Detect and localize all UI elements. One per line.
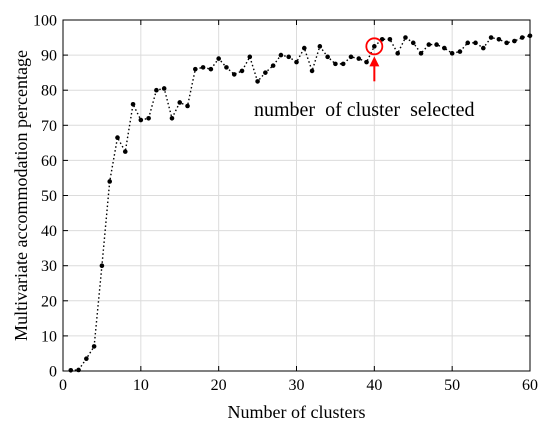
data-point <box>138 117 144 123</box>
data-point <box>247 54 253 60</box>
y-tick-label: 90 <box>41 48 57 65</box>
data-point <box>519 35 525 40</box>
data-point <box>115 135 120 140</box>
data-point <box>418 51 424 56</box>
data-point <box>457 49 463 54</box>
data-point <box>91 344 97 349</box>
data-point <box>278 52 284 58</box>
data-point <box>107 179 112 184</box>
annotation-circle <box>365 37 384 56</box>
data-point <box>161 86 167 91</box>
data-point <box>372 44 377 49</box>
data-point <box>84 356 89 362</box>
data-point <box>224 65 229 70</box>
data-point <box>333 61 338 67</box>
series-points <box>68 33 533 373</box>
x-tick-label: 50 <box>444 377 460 394</box>
data-point <box>154 87 159 93</box>
y-tick-label: 20 <box>41 293 57 310</box>
data-point <box>325 54 330 60</box>
data-point <box>317 44 323 49</box>
data-point <box>231 72 237 77</box>
data-point <box>286 54 292 60</box>
x-ticks: 0 10 20 30 40 50 60 <box>59 20 538 394</box>
y-tick-label: 0 <box>49 364 57 381</box>
y-tick-label: 70 <box>41 118 57 135</box>
y-tick-label: 100 <box>33 13 57 30</box>
data-point <box>442 45 447 51</box>
y-tick-label: 10 <box>41 328 57 345</box>
data-point <box>512 38 517 44</box>
data-point <box>216 56 221 61</box>
x-tick-label: 30 <box>289 377 305 394</box>
y-tick-label: 60 <box>41 153 57 170</box>
annotation-arrow-head <box>369 56 380 67</box>
data-point <box>76 367 81 373</box>
x-tick-label: 20 <box>211 377 227 394</box>
data-point <box>130 101 136 107</box>
data-point <box>465 40 471 46</box>
y-tick-label: 40 <box>41 223 57 240</box>
y-tick-label: 30 <box>41 258 57 275</box>
data-point <box>294 59 299 65</box>
data-point <box>340 61 346 67</box>
data-point <box>496 37 502 42</box>
data-point <box>146 115 151 121</box>
y-ticks: 0 10 20 30 40 50 60 70 80 90 100 <box>33 13 530 381</box>
data-point <box>99 263 105 269</box>
data-point <box>426 42 432 47</box>
data-point <box>356 56 362 61</box>
y-tick-label: 80 <box>41 83 57 100</box>
data-point <box>239 68 245 74</box>
x-tick-label: 10 <box>133 377 149 394</box>
data-point <box>410 40 416 46</box>
y-tick-label: 50 <box>41 188 57 205</box>
annotation: number of cluster selected <box>254 37 474 121</box>
x-tick-label: 0 <box>59 377 67 394</box>
data-point <box>185 103 190 109</box>
data-point <box>122 149 128 154</box>
data-point <box>169 115 175 121</box>
x-axis-title: Number of clusters <box>228 402 366 422</box>
data-point <box>177 100 183 105</box>
data-point <box>403 35 408 40</box>
y-axis-title: Multivariate accommodation percentage <box>11 50 31 341</box>
data-point <box>270 63 276 68</box>
data-point <box>263 70 268 75</box>
data-point <box>348 54 354 60</box>
data-point <box>301 45 307 51</box>
data-point <box>527 33 533 39</box>
data-point <box>473 40 478 46</box>
data-point <box>387 37 393 42</box>
data-point <box>488 35 494 40</box>
data-point <box>193 66 198 72</box>
series-line <box>70 35 531 371</box>
data-point <box>395 51 400 56</box>
annotation-label: number of cluster selected <box>254 99 474 121</box>
data-point <box>481 45 486 51</box>
data-point <box>434 42 439 47</box>
x-tick-label: 40 <box>366 377 382 394</box>
data-point <box>255 79 260 84</box>
data-point <box>449 51 455 56</box>
data-point <box>309 68 315 74</box>
data-point <box>208 66 214 72</box>
grid-lines <box>62 19 531 372</box>
data-point <box>364 59 369 65</box>
data-point <box>504 40 509 46</box>
data-point <box>200 65 206 70</box>
x-tick-label: 60 <box>522 377 538 394</box>
data-point <box>68 367 74 373</box>
